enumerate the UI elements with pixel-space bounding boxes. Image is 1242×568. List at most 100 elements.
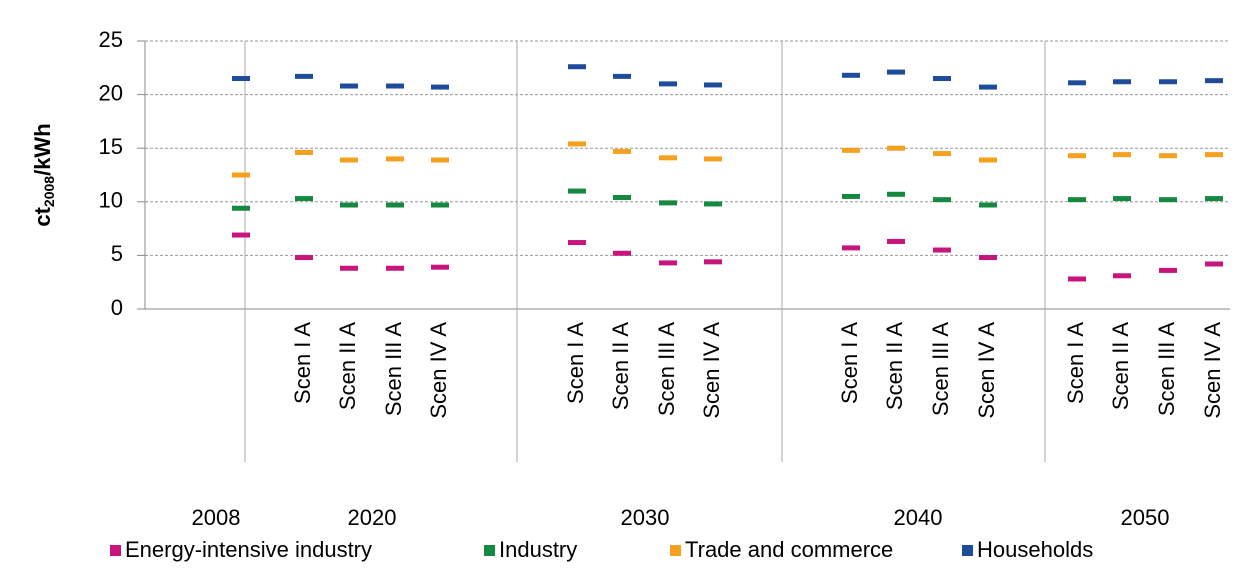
x-tick-label: Scen III A (1154, 322, 1179, 416)
dash-marker (842, 245, 860, 251)
x-tick-label: Scen II A (1108, 322, 1133, 410)
group-label: 2008 (192, 505, 241, 530)
legend-swatch (484, 545, 495, 556)
dash-marker (431, 264, 449, 270)
dash-marker (1159, 153, 1177, 159)
dash-marker (232, 76, 250, 82)
x-tick-label: Scen IV A (699, 322, 724, 419)
dash-marker (704, 82, 722, 88)
dash-marker (659, 260, 677, 266)
dash-marker (613, 250, 631, 256)
dash-marker (568, 141, 586, 147)
dash-marker (340, 157, 358, 163)
dash-marker (887, 69, 905, 75)
dash-marker (704, 156, 722, 162)
dash-marker (887, 238, 905, 244)
dash-marker (659, 81, 677, 87)
dash-marker (1068, 276, 1086, 282)
dash-marker (1113, 196, 1131, 202)
y-tick-label: 15 (99, 134, 123, 159)
legend-label: Households (977, 537, 1093, 562)
legend-swatch (670, 545, 681, 556)
y-tick-label: 25 (99, 27, 123, 52)
x-tick-label: Scen IV A (426, 322, 451, 419)
x-tick-label: Scen I A (290, 322, 315, 404)
dash-marker (933, 151, 951, 157)
dash-marker (340, 265, 358, 271)
group-label: 2020 (348, 505, 397, 530)
dash-marker (1159, 79, 1177, 85)
x-tick-label: Scen II A (882, 322, 907, 410)
dash-marker (842, 72, 860, 78)
legend-swatch (962, 545, 973, 556)
dash-marker (1205, 196, 1223, 202)
dash-marker (842, 147, 860, 153)
y-label-main: ct (30, 206, 55, 226)
dash-marker (1068, 80, 1086, 86)
dash-marker (431, 84, 449, 90)
y-label-sub: 2008 (41, 176, 57, 207)
dash-marker (613, 73, 631, 79)
dash-marker (295, 149, 313, 155)
dash-marker (295, 255, 313, 261)
dash-marker (568, 240, 586, 246)
dash-marker (1205, 261, 1223, 267)
dash-marker (386, 83, 404, 89)
dash-marker (1159, 267, 1177, 273)
dash-marker (232, 232, 250, 238)
dash-marker (232, 205, 250, 211)
dash-marker (568, 64, 586, 70)
dash-marker (1068, 153, 1086, 159)
x-tick-label: Scen II A (608, 322, 633, 410)
legend-label: Trade and commerce (685, 537, 893, 562)
legend-swatch (110, 545, 121, 556)
dash-marker (887, 145, 905, 151)
x-tick-label: Scen I A (1063, 322, 1088, 404)
dash-marker (431, 202, 449, 208)
dash-marker (340, 202, 358, 208)
dash-marker (979, 157, 997, 163)
y-axis-label: ct2008/kWh (30, 123, 57, 226)
dash-marker (295, 73, 313, 79)
dash-marker (340, 83, 358, 89)
dash-marker (295, 196, 313, 202)
dash-marker (386, 265, 404, 271)
x-tick-label: Scen III A (381, 322, 406, 416)
dash-marker (568, 188, 586, 194)
legend-label: Energy-intensive industry (125, 537, 372, 562)
dash-marker (232, 172, 250, 178)
dash-marker (431, 157, 449, 163)
y-tick-label: 5 (111, 241, 123, 266)
dash-marker (933, 76, 951, 82)
dash-marker (704, 259, 722, 265)
dash-marker (659, 155, 677, 161)
dash-marker (1113, 152, 1131, 158)
dash-marker (1068, 197, 1086, 203)
x-tick-label: Scen III A (654, 322, 679, 416)
y-tick-label: 0 (111, 295, 123, 320)
dash-marker (386, 202, 404, 208)
dash-marker (933, 197, 951, 203)
x-tick-label: Scen I A (563, 322, 588, 404)
dash-marker (887, 191, 905, 197)
dash-marker (704, 201, 722, 207)
dash-marker (842, 193, 860, 199)
dash-marker (1205, 152, 1223, 158)
x-tick-label: Scen II A (335, 322, 360, 410)
dash-marker (613, 195, 631, 201)
dash-marker (659, 200, 677, 206)
dash-marker (1113, 79, 1131, 85)
y-tick-label: 20 (99, 80, 123, 105)
dash-marker (1113, 273, 1131, 279)
group-label: 2030 (621, 505, 670, 530)
y-tick-label: 10 (99, 188, 123, 213)
dash-marker (613, 148, 631, 154)
y-label-unit: /kWh (30, 123, 55, 176)
x-tick-label: Scen III A (928, 322, 953, 416)
dash-marker (1159, 197, 1177, 203)
group-label: 2050 (1121, 505, 1170, 530)
x-tick-label: Scen IV A (1200, 322, 1225, 419)
dash-marker (386, 156, 404, 162)
x-tick-label: Scen I A (837, 322, 862, 404)
